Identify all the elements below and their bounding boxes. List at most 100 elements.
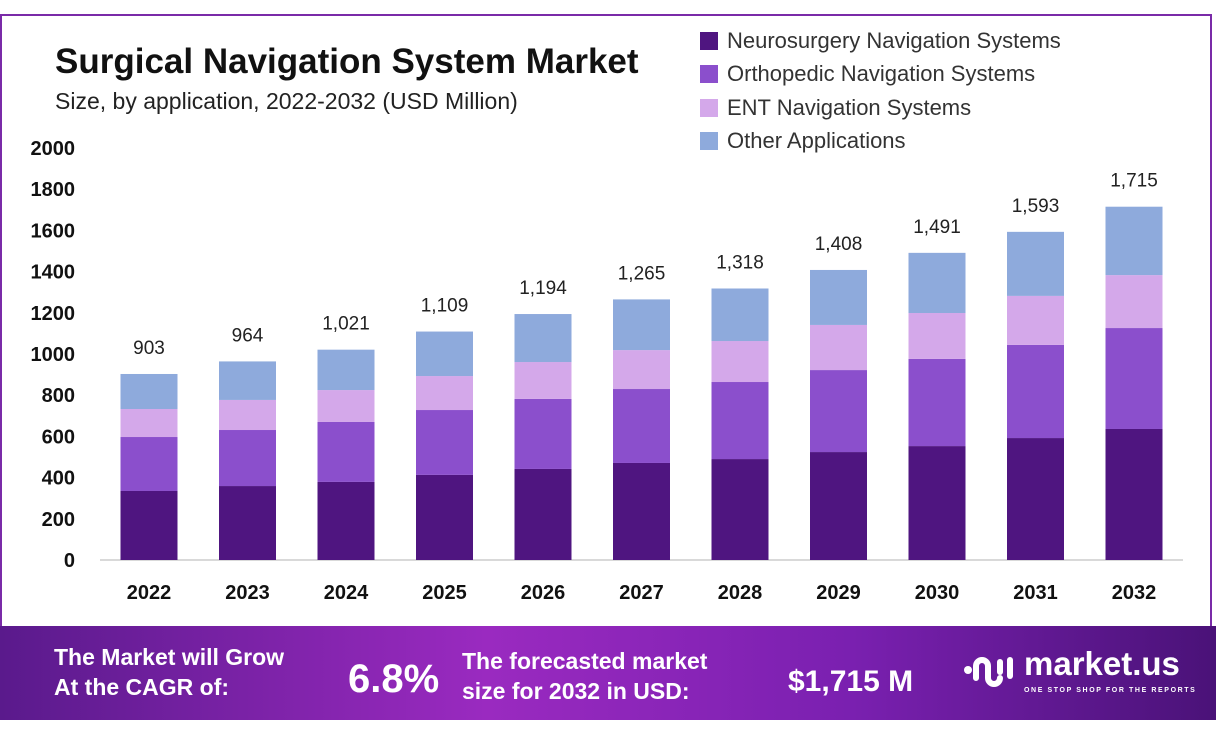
x-tick-label: 2029 [816,582,861,604]
bar-segment-neurosurgery-navigation-systems [416,474,473,560]
legend-label: Neurosurgery Navigation Systems [727,27,1061,53]
total-data-label: 1,408 [815,234,863,255]
bar-segment-other-applications [1105,206,1163,276]
x-tick-label: 2031 [1013,582,1058,604]
bar-segment-other-applications [711,288,769,342]
bar-segment-orthopedic-navigation-systems [514,398,572,469]
bar-segment-ent-navigation-systems [711,341,769,383]
bar-segment-orthopedic-navigation-systems [416,410,473,475]
total-data-label: 1,021 [322,314,370,335]
bar-segment-other-applications [1007,231,1064,296]
bar-segment-neurosurgery-navigation-systems [1105,428,1163,560]
bar-segment-orthopedic-navigation-systems [908,358,966,447]
bar-segment-orthopedic-navigation-systems [613,389,670,463]
bar-segment-ent-navigation-systems [317,390,375,422]
legend-item: Neurosurgery Navigation Systems [700,24,1061,58]
x-tick-label: 2024 [324,582,369,604]
y-tick-label: 1600 [31,220,76,242]
bar-segment-ent-navigation-systems [1105,275,1163,329]
bar-segment-ent-navigation-systems [514,362,572,399]
bar-segment-neurosurgery-navigation-systems [711,459,769,560]
bar-segment-other-applications [613,299,670,351]
chart-subtitle: Size, by application, 2022-2032 (USD Mil… [55,88,518,114]
footer-banner: The Market will Grow At the CAGR of: 6.8%… [0,626,1216,720]
bar-segment-ent-navigation-systems [120,409,178,438]
y-tick-label: 2000 [31,138,76,160]
bar-segment-neurosurgery-navigation-systems [219,486,276,560]
bar-segment-neurosurgery-navigation-systems [514,468,572,560]
total-data-label: 1,265 [618,263,666,284]
bar-segment-orthopedic-navigation-systems [1105,328,1163,429]
legend-swatch [700,98,718,117]
bar-segment-neurosurgery-navigation-systems [1007,438,1064,560]
total-data-label: 1,109 [421,296,469,317]
legend-item: Orthopedic Navigation Systems [700,58,1061,92]
x-tick-label: 2032 [1112,582,1157,604]
bar-segment-ent-navigation-systems [810,324,867,371]
bar-segment-other-applications [317,349,375,391]
total-data-label: 1,715 [1110,171,1158,192]
y-tick-label: 1000 [31,344,76,366]
bar-segment-neurosurgery-navigation-systems [810,452,867,560]
bar-segment-neurosurgery-navigation-systems [908,446,966,560]
bar-segment-ent-navigation-systems [908,313,966,359]
bar-segment-orthopedic-navigation-systems [317,421,375,482]
x-tick-label: 2027 [619,582,664,604]
bar-segment-ent-navigation-systems [1007,295,1064,345]
y-tick-label: 0 [64,550,75,572]
bar-segment-other-applications [120,373,178,410]
x-tick-label: 2030 [915,582,960,604]
legend-swatch [700,132,718,151]
x-tick-label: 2025 [422,582,467,604]
total-data-label: 964 [232,325,264,346]
y-tick-label: 1200 [31,303,76,325]
chart-frame [0,14,1212,626]
logo-mark-icon [964,657,1013,687]
y-tick-label: 400 [42,468,75,490]
legend-item: ENT Navigation Systems [700,91,1061,125]
chart-title: Surgical Navigation System Market [55,42,639,81]
bar-segment-neurosurgery-navigation-systems [120,490,178,560]
legend-label: ENT Navigation Systems [727,94,972,120]
total-data-label: 1,491 [913,217,961,238]
cagr-label: The Market will Grow At the CAGR of: [54,644,285,700]
bar-segment-orthopedic-navigation-systems [711,382,769,460]
y-tick-label: 1800 [31,179,76,201]
legend-label: Orthopedic Navigation Systems [727,61,1036,87]
bar-segment-ent-navigation-systems [219,399,276,431]
bar-segment-neurosurgery-navigation-systems [317,481,375,560]
bar-segment-ent-navigation-systems [613,350,670,390]
legend-item: Other Applications [700,125,1061,159]
cagr-value: 6.8% [348,657,440,701]
market-us-logo: market.us ONE STOP SHOP FOR THE REPORTS [962,644,1196,696]
bar-segment-other-applications [416,331,473,377]
y-tick-label: 800 [42,385,75,407]
bar-segment-other-applications [908,252,966,314]
legend-label: Other Applications [727,128,906,154]
bar-segment-other-applications [219,361,276,400]
x-tick-label: 2028 [718,582,763,604]
y-tick-label: 1400 [31,262,76,284]
x-tick-label: 2026 [521,582,566,604]
total-data-label: 903 [133,338,165,359]
total-data-label: 1,194 [519,278,567,299]
bar-segment-orthopedic-navigation-systems [810,370,867,453]
y-tick-label: 200 [42,509,75,531]
y-tick-label: 600 [42,426,75,448]
legend: Neurosurgery Navigation Systems Orthopedi… [700,24,1061,158]
legend-swatch [700,31,718,50]
x-tick-label: 2023 [225,582,270,604]
forecast-value: $1,715 M [788,665,914,698]
bar-segment-other-applications [514,314,572,363]
total-data-label: 1,593 [1012,196,1060,217]
total-data-label: 1,318 [716,252,764,273]
legend-swatch [700,65,718,84]
bar-segment-neurosurgery-navigation-systems [613,462,670,560]
bar-segment-ent-navigation-systems [416,376,473,411]
bar-segment-other-applications [810,269,867,325]
bar-segment-orthopedic-navigation-systems [120,437,178,491]
x-tick-label: 2022 [127,582,172,604]
forecast-label: The forecasted market size for 2032 in US… [462,648,708,704]
stacked-bar-chart: 0 200 400 600 800 1000 1200 1400 1600 1800 2000 903… [31,138,1183,604]
bar-segment-orthopedic-navigation-systems [1007,344,1064,439]
